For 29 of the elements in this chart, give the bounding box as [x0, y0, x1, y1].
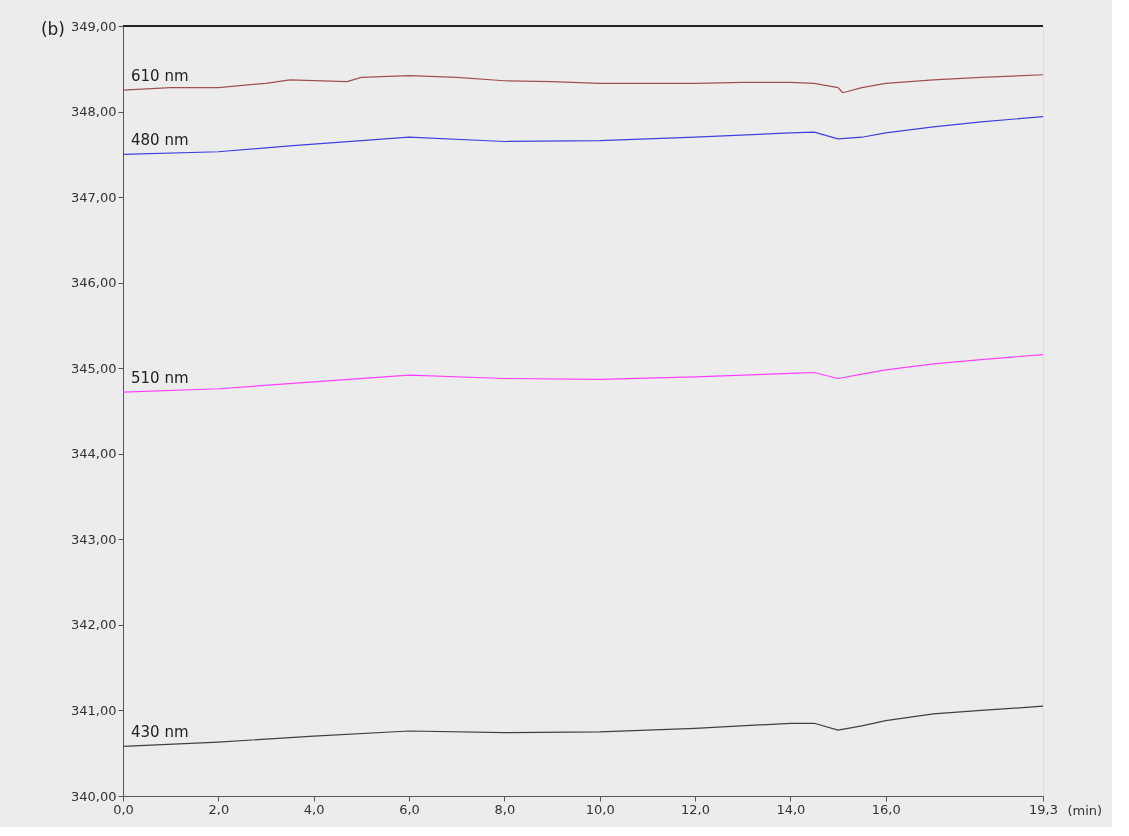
y-tick-label: 341,00 [71, 702, 117, 718]
line-series [122, 705, 1044, 747]
series-label: 510 nm [131, 369, 189, 388]
y-tick-label: 349,00 [71, 18, 117, 34]
line-series [122, 116, 1044, 155]
series-label: 610 nm [131, 67, 189, 86]
y-tick-label: 343,00 [71, 531, 117, 547]
x-tick-label: 10,0 [585, 801, 615, 817]
x-axis-title: (min) [1067, 802, 1103, 818]
y-tick-label: 346,00 [71, 275, 117, 291]
y-tick-label: 347,00 [71, 189, 117, 205]
x-tick-label: 12,0 [681, 801, 710, 817]
x-tick-label: 4,0 [303, 801, 325, 817]
y-tick-label: 342,00 [71, 617, 117, 633]
x-tick-label: 6,0 [399, 801, 420, 817]
series-label: 430 nm [131, 723, 189, 742]
y-tick-label: 348,00 [71, 104, 117, 120]
x-tick-label: 14,0 [776, 801, 806, 817]
x-tick-label: 8,0 [494, 801, 516, 817]
x-tick-label: 19,3 [1029, 801, 1058, 817]
y-tick-label: 344,00 [71, 446, 117, 462]
y-tick-label: 340,00 [71, 788, 117, 804]
x-tick-label: 2,0 [208, 801, 230, 817]
line-series [122, 353, 1044, 393]
series-label: 480 nm [131, 131, 189, 150]
x-tick-label: 0,0 [113, 801, 134, 817]
text: (b) [40, 19, 65, 39]
x-tick-label: 16,0 [871, 801, 901, 817]
y-tick-label: 345,00 [71, 360, 117, 376]
